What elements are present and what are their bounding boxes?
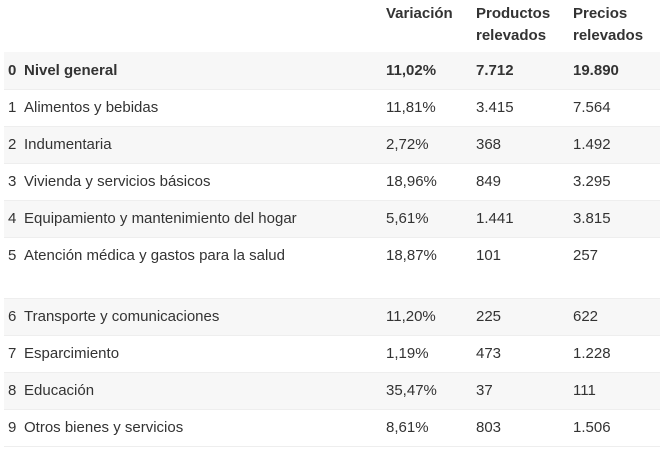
row-variacion: 1,19% bbox=[386, 345, 429, 362]
row-variacion: 11,20% bbox=[386, 308, 436, 325]
row-variacion: 8,61% bbox=[386, 419, 429, 436]
row-precios: 7.564 bbox=[573, 99, 611, 116]
row-name: Atención médica y gastos para la salud bbox=[24, 247, 285, 264]
row-name: Vivienda y servicios básicos bbox=[24, 173, 211, 190]
header-productos-line1: Productos bbox=[476, 5, 551, 22]
row-index: 2 bbox=[8, 136, 17, 153]
row-productos: 37 bbox=[476, 382, 493, 399]
row-precios: 3.295 bbox=[573, 173, 611, 190]
row-variacion: 18,96% bbox=[386, 173, 437, 190]
row-productos: 473 bbox=[476, 345, 502, 362]
row-productos: 101 bbox=[476, 247, 502, 264]
table-row: 8 Educación 35,47% 37 111 bbox=[4, 373, 660, 410]
row-name: Transporte y comunicaciones bbox=[24, 308, 220, 325]
row-variacion: 11,81% bbox=[386, 99, 436, 116]
row-productos: 225 bbox=[476, 308, 502, 325]
header-precios-line2: relevados bbox=[573, 27, 644, 44]
table-row: 9 Otros bienes y servicios 8,61% 803 1.5… bbox=[4, 410, 660, 447]
row-productos: 7.712 bbox=[476, 62, 514, 79]
table-row: 7 Esparcimiento 1,19% 473 1.228 bbox=[4, 336, 660, 373]
row-name: Indumentaria bbox=[24, 136, 112, 153]
row-productos: 803 bbox=[476, 419, 502, 436]
table-row: 6 Transporte y comunicaciones 11,20% 225… bbox=[4, 299, 660, 336]
row-precios: 111 bbox=[573, 382, 596, 399]
header-precios-line1: Precios bbox=[573, 5, 628, 22]
row-name: Otros bienes y servicios bbox=[24, 419, 184, 436]
row-index: 0 bbox=[8, 62, 17, 79]
row-productos: 1.441 bbox=[476, 210, 514, 227]
row-productos: 368 bbox=[476, 136, 502, 153]
row-index: 7 bbox=[8, 345, 17, 362]
table-row: 1 Alimentos y bebidas 11,81% 3.415 7.564 bbox=[4, 90, 660, 127]
row-name: Alimentos y bebidas bbox=[24, 99, 159, 116]
row-precios: 1.492 bbox=[573, 136, 611, 153]
table-row: 4 Equipamiento y mantenimiento del hogar… bbox=[4, 201, 660, 238]
row-index: 1 bbox=[8, 99, 17, 116]
table-row: 2 Indumentaria 2,72% 368 1.492 bbox=[4, 127, 660, 164]
row-precios: 3.815 bbox=[573, 210, 611, 227]
row-index: 6 bbox=[8, 308, 17, 325]
header-productos: Productos relevados bbox=[476, 3, 550, 47]
header-variacion-label: Variación bbox=[386, 5, 453, 22]
row-name: Nivel general bbox=[24, 62, 118, 79]
row-precios: 1.506 bbox=[573, 419, 611, 436]
table-row: 5 Atención médica y gastos para la salud… bbox=[4, 238, 660, 299]
row-name: Equipamiento y mantenimiento del hogar bbox=[24, 210, 297, 227]
row-variacion: 11,02% bbox=[386, 62, 437, 79]
row-precios: 1.228 bbox=[573, 345, 611, 362]
row-precios: 257 bbox=[573, 247, 599, 264]
header-productos-line2: relevados bbox=[476, 27, 547, 44]
row-index: 5 bbox=[8, 247, 17, 264]
row-variacion: 2,72% bbox=[386, 136, 429, 153]
row-index: 8 bbox=[8, 382, 17, 399]
table-header: Variación Productos relevados Precios re… bbox=[4, 0, 660, 52]
header-variacion: Variación bbox=[386, 3, 453, 25]
row-name: Educación bbox=[24, 382, 95, 399]
row-variacion: 18,87% bbox=[386, 247, 437, 264]
row-productos: 849 bbox=[476, 173, 502, 190]
table-row: 3 Vivienda y servicios básicos 18,96% 84… bbox=[4, 164, 660, 201]
row-variacion: 5,61% bbox=[386, 210, 429, 227]
row-index: 9 bbox=[8, 419, 17, 436]
row-index: 3 bbox=[8, 173, 17, 190]
table-row: 0 Nivel general 11,02% 7.712 19.890 bbox=[4, 52, 660, 90]
row-variacion: 35,47% bbox=[386, 382, 437, 399]
row-productos: 3.415 bbox=[476, 99, 514, 116]
cpi-table: Variación Productos relevados Precios re… bbox=[4, 0, 660, 447]
row-index: 4 bbox=[8, 210, 17, 227]
header-precios: Precios relevados bbox=[573, 3, 643, 47]
row-name: Esparcimiento bbox=[24, 345, 120, 362]
row-precios: 622 bbox=[573, 308, 599, 325]
row-precios: 19.890 bbox=[573, 62, 619, 79]
